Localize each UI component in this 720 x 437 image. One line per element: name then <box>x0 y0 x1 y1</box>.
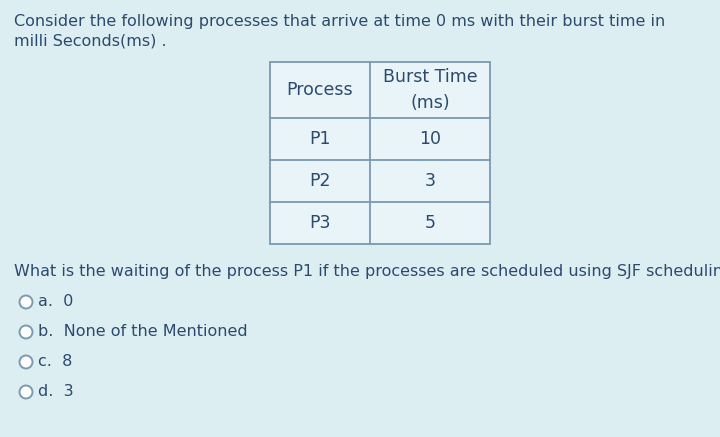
Circle shape <box>19 385 32 399</box>
Text: c.  8: c. 8 <box>38 354 73 370</box>
Text: milli Seconds(ms) .: milli Seconds(ms) . <box>14 34 166 49</box>
Text: Process: Process <box>287 81 354 99</box>
Text: What is the waiting of the process P1 if the processes are scheduled using SJF s: What is the waiting of the process P1 if… <box>14 264 720 279</box>
Bar <box>270 62 490 244</box>
Text: 10: 10 <box>419 130 441 148</box>
Text: P1: P1 <box>310 130 330 148</box>
Text: Consider the following processes that arrive at time 0 ms with their burst time : Consider the following processes that ar… <box>14 14 665 29</box>
Text: d.  3: d. 3 <box>38 385 74 399</box>
Text: 5: 5 <box>425 214 436 232</box>
Text: 3: 3 <box>425 172 436 190</box>
Text: P2: P2 <box>310 172 330 190</box>
Text: a.  0: a. 0 <box>38 295 74 309</box>
Circle shape <box>19 295 32 309</box>
Circle shape <box>19 356 32 368</box>
Bar <box>270 62 490 244</box>
Circle shape <box>19 326 32 339</box>
Text: P3: P3 <box>310 214 330 232</box>
Text: b.  None of the Mentioned: b. None of the Mentioned <box>38 325 248 340</box>
Text: Burst Time
(ms): Burst Time (ms) <box>383 69 477 111</box>
